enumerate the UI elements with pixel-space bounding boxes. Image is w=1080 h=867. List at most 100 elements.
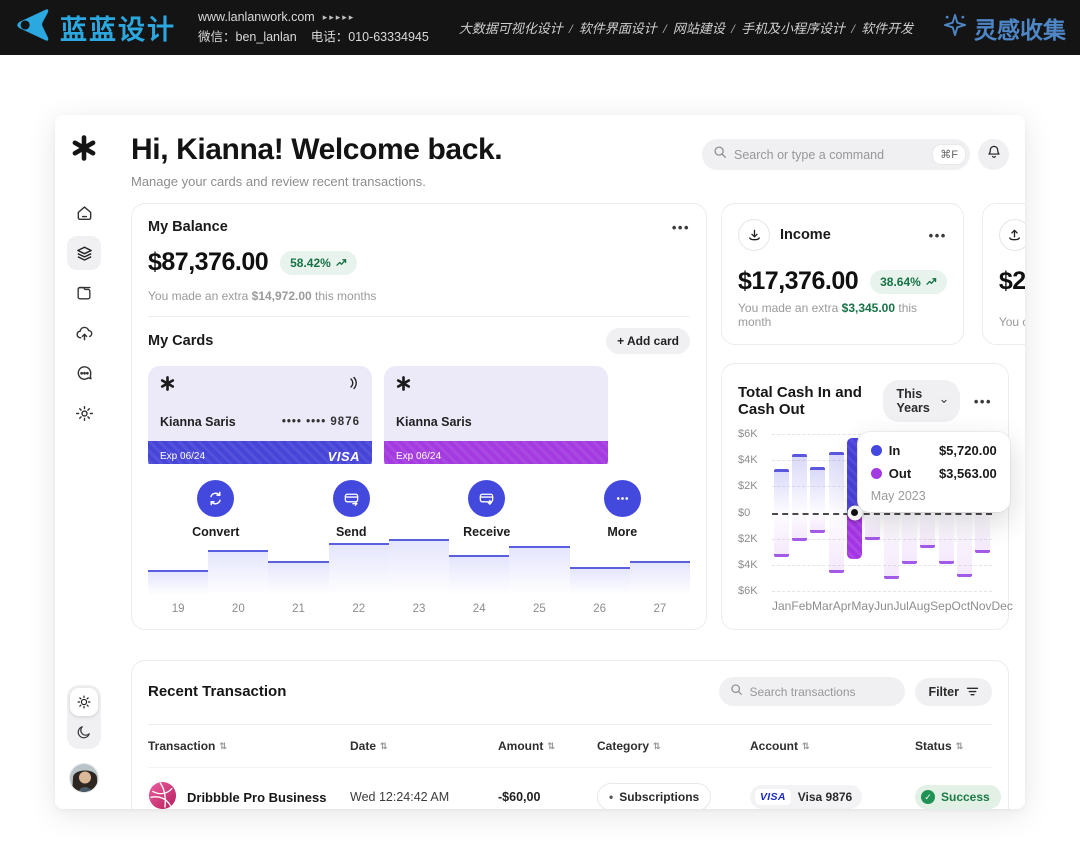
filter-icon <box>966 687 979 696</box>
column-header-date[interactable]: Date ⇅ <box>350 739 388 753</box>
page-header: Hi, Kianna! Welcome back. Manage your ca… <box>131 133 1009 189</box>
column-header-amount[interactable]: Amount ⇅ <box>498 739 555 753</box>
search-icon <box>713 145 727 164</box>
y-tick: $2K <box>738 480 758 493</box>
convert-button[interactable]: Convert <box>192 480 239 539</box>
mini-x-tick: 26 <box>593 603 607 615</box>
wechat-info: 微信：ben_lanlan <box>198 30 297 44</box>
chart-column-apr[interactable] <box>827 434 845 591</box>
mini-bar <box>388 539 450 595</box>
credit-card-2[interactable]: Kianna Saris Exp 06/24 <box>384 366 608 464</box>
bar-cash-in <box>773 469 789 513</box>
transaction-name: Dribbble Pro Business <box>187 789 327 805</box>
category-label: Subscriptions <box>619 790 700 804</box>
sidebar-nav <box>67 196 101 430</box>
mini-x-tick: 21 <box>292 603 305 615</box>
bullet-icon: • <box>609 790 614 804</box>
transactions-search <box>719 677 906 706</box>
bar-cash-in <box>810 466 826 513</box>
column-header-category[interactable]: Category ⇅ <box>597 739 661 753</box>
expense-upload-icon <box>998 219 1025 251</box>
gridline <box>772 538 992 540</box>
notifications-button[interactable] <box>978 139 1009 170</box>
sort-icon: ⇅ <box>955 740 964 751</box>
income-menu-button[interactable]: ••• <box>928 227 947 243</box>
cashflow-menu-button[interactable]: ••• <box>973 393 992 409</box>
mini-chart-plot <box>148 539 690 595</box>
gridline <box>772 564 992 566</box>
transactions-header-row: Transaction ⇅ Date ⇅ Amount ⇅ Category ⇅ Account… <box>148 724 992 753</box>
dribbble-icon <box>148 781 177 809</box>
sidebar-item-messages[interactable] <box>67 356 101 390</box>
content-grid: Income ••• $17,376.00 38.64% You made <box>131 203 1025 809</box>
category-pill[interactable]: • Subscriptions <box>597 783 712 809</box>
dark-mode-button[interactable] <box>70 718 98 746</box>
range-dropdown[interactable]: This Years <box>883 380 960 422</box>
y-tick: $0 <box>738 506 751 519</box>
search-input[interactable] <box>734 147 927 162</box>
transactions-card: Recent Transaction Filter <box>131 660 1009 809</box>
balance-amount: $87,376.00 <box>148 248 269 276</box>
user-avatar[interactable] <box>69 763 99 793</box>
bar-cash-out <box>865 512 881 540</box>
x-tick: Aug <box>908 599 931 613</box>
filter-button[interactable]: Filter <box>915 677 992 706</box>
mini-col <box>569 539 630 595</box>
trend-up-icon <box>926 278 937 285</box>
my-cards-title: My Cards <box>148 333 214 349</box>
x-tick: Apr <box>832 599 852 613</box>
receive-button[interactable]: Receive <box>463 480 510 539</box>
transactions-search-input[interactable] <box>749 684 905 699</box>
card-expiry: Exp 06/24 <box>396 451 442 462</box>
page-title: Hi, Kianna! Welcome back. <box>131 133 503 166</box>
bar-cash-out <box>846 512 862 560</box>
chart-column-jan[interactable] <box>772 434 790 591</box>
bar-cash-out <box>975 512 991 554</box>
main-area: Hi, Kianna! Welcome back. Manage your ca… <box>113 115 1025 809</box>
sidebar-item-dashboard[interactable] <box>67 236 101 270</box>
mini-col <box>509 539 570 595</box>
transaction-date: Wed 12:24:42 AM <box>350 790 450 804</box>
in-legend-dot <box>870 445 882 456</box>
mini-bar <box>148 569 209 595</box>
phone-info: 电话：010-63334945 <box>310 30 429 44</box>
column-header-status[interactable]: Status ⇅ <box>915 739 964 753</box>
lanlan-logo[interactable]: 蓝蓝设计 <box>14 8 176 47</box>
tooltip-date: May 2023 <box>870 489 926 503</box>
services-list: 大数据可视化设计 / 软件界面设计 / 网站建设 / 手机及小程序设计 / 软件… <box>458 21 914 36</box>
x-tick: Sep <box>930 599 952 613</box>
sidebar-item-settings[interactable] <box>67 396 101 430</box>
card-holder: Kianna Saris <box>160 415 236 429</box>
chart-column-mar[interactable] <box>809 434 827 591</box>
column-header-account[interactable]: Account ⇅ <box>750 739 810 753</box>
x-tick: Jul <box>893 599 909 613</box>
mini-col <box>388 539 450 595</box>
mini-x-tick: 27 <box>653 603 667 615</box>
dashboard-window: Hi, Kianna! Welcome back. Manage your ca… <box>55 115 1025 809</box>
x-tick: Dec <box>991 599 1013 613</box>
transaction-row[interactable]: Dribbble Pro Business Wed 12:24:42 AM -$… <box>148 767 1001 809</box>
credit-card-1[interactable]: Kianna Saris •••• •••• 9876 Exp 06/24 VI… <box>148 366 372 464</box>
more-button[interactable]: More <box>603 480 641 539</box>
sort-icon: ⇅ <box>802 740 810 751</box>
light-mode-button[interactable] <box>70 688 98 716</box>
column-header-transaction[interactable]: Transaction ⇅ <box>148 739 227 753</box>
chart-column-feb[interactable] <box>790 434 808 591</box>
sidebar-item-home[interactable] <box>67 196 101 230</box>
website-link[interactable]: www.lanlanwork.com <box>198 10 315 24</box>
sidebar-item-cloud-upload[interactable] <box>67 316 101 350</box>
bar-cash-out <box>883 512 899 580</box>
app-logo-asterisk-icon[interactable] <box>71 135 97 166</box>
send-button[interactable]: Send <box>332 480 370 539</box>
bar-cash-out <box>791 512 808 542</box>
sidebar-item-files[interactable] <box>67 276 101 310</box>
mini-x-tick: 20 <box>231 603 245 615</box>
mini-col <box>328 539 389 595</box>
inspiration-collect[interactable]: 灵感收集 <box>943 11 1066 45</box>
add-card-button[interactable]: + Add card <box>606 328 690 354</box>
chevron-down-icon <box>941 399 947 403</box>
mini-bar <box>208 549 269 595</box>
receive-icon <box>468 480 506 517</box>
balance-menu-button[interactable]: ••• <box>671 219 690 235</box>
card-asterisk-icon <box>160 376 175 391</box>
